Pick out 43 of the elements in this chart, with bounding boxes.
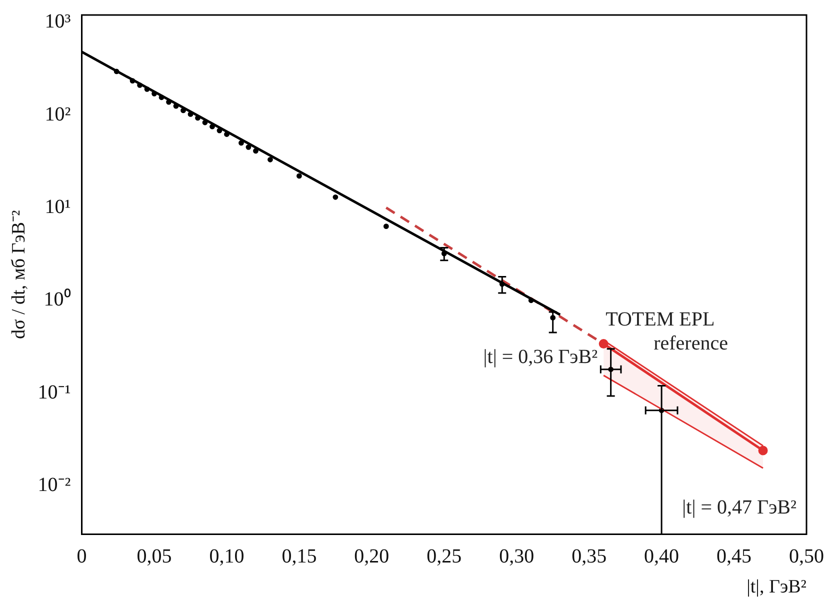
y-tick-label: 10³ <box>44 10 71 33</box>
x-axis-title: |t|, ГэВ² <box>746 576 807 598</box>
x-tick-label: 0,15 <box>282 545 317 568</box>
point <box>598 339 608 349</box>
point <box>253 148 258 154</box>
point <box>296 173 302 179</box>
y-axis-title: dσ / dt, мб ГэВ⁻² <box>8 210 30 339</box>
point <box>180 108 186 114</box>
point <box>202 120 208 126</box>
x-tick-label: 0,20 <box>354 545 390 568</box>
x-tick-label: 0,35 <box>572 545 607 568</box>
y-tick-label: 10² <box>44 103 71 126</box>
point <box>216 128 222 134</box>
point <box>528 298 534 304</box>
series-label: TOTEM EPL reference <box>606 308 728 355</box>
x-tick-label: 0,50 <box>789 545 824 568</box>
point <box>210 124 215 130</box>
point <box>114 68 120 74</box>
annotation: |t| = 0,47 ГэВ² <box>682 496 796 518</box>
point <box>224 132 230 137</box>
point <box>137 82 142 88</box>
point <box>130 78 136 84</box>
x-tick-label: 0,45 <box>716 545 752 568</box>
y-tick-label: 10⁻¹ <box>38 381 71 404</box>
x-tick-label: 0,05 <box>136 545 172 568</box>
point <box>188 112 194 117</box>
annotation: |t| = 0,36 ГэВ² <box>483 346 598 368</box>
point <box>268 156 273 162</box>
x-tick-label: 0,30 <box>499 545 534 568</box>
point <box>758 446 768 456</box>
x-tick-label: 0 <box>76 545 87 568</box>
x-tick-label: 0,25 <box>426 545 462 568</box>
x-tick-label: 0,10 <box>209 545 244 568</box>
point <box>332 194 338 200</box>
point <box>238 140 244 146</box>
point <box>158 94 164 100</box>
x-tick-label: 0,40 <box>644 545 680 568</box>
point <box>144 86 150 92</box>
y-tick-label: 10⁻² <box>38 474 71 496</box>
point <box>383 224 389 229</box>
point <box>246 144 252 150</box>
y-tick-label: 10¹ <box>44 196 71 218</box>
y-tick-label: 10⁰ <box>44 288 71 311</box>
